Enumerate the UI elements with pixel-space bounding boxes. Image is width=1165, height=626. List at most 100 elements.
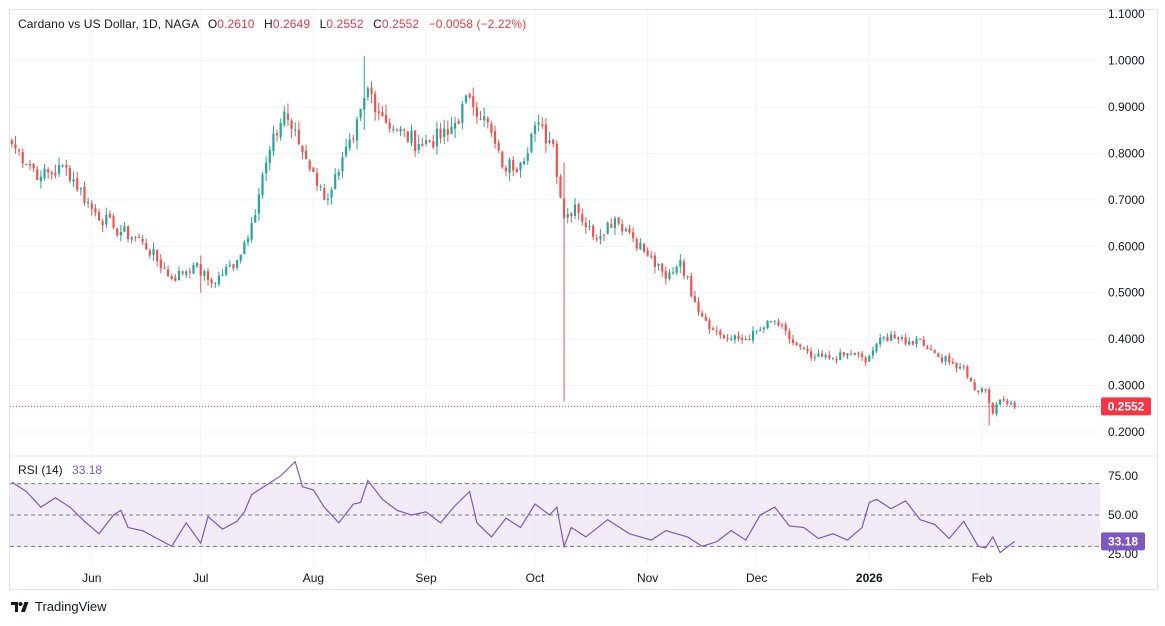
open-label: O <box>207 17 218 31</box>
candle-body <box>846 353 849 356</box>
value-tags: 0.2552 33.18 <box>1101 397 1151 551</box>
candle-body <box>922 339 925 346</box>
candle-body <box>181 271 184 274</box>
candle-body <box>61 165 64 167</box>
candle-body <box>897 337 900 340</box>
candle-body <box>701 313 704 317</box>
candle-body <box>820 353 824 357</box>
candle-body <box>759 329 762 331</box>
candle-body <box>424 140 428 145</box>
time-tick-label: Sep <box>415 571 437 585</box>
candle-body <box>156 249 159 261</box>
price-axis[interactable]: 1.1000 1.0000 0.9000 0.8000 0.7000 0.6000 0.50… <box>1108 7 1145 439</box>
candle-body <box>933 350 936 354</box>
candle-body <box>671 272 675 274</box>
price-tick-label: 0.3000 <box>1108 379 1145 393</box>
candle-body <box>468 94 471 98</box>
candle-body <box>857 352 860 355</box>
candle-body <box>512 160 515 171</box>
candle-body <box>290 120 293 130</box>
candle-body <box>966 366 969 378</box>
candle-body <box>239 254 242 261</box>
candle-body <box>97 212 101 221</box>
candle-body <box>374 93 377 113</box>
candle-body <box>116 228 119 236</box>
candle-body <box>552 139 555 145</box>
candle-body <box>697 301 700 313</box>
candle-body <box>352 138 355 140</box>
candle-body <box>766 321 769 329</box>
time-tick-label: 2026 <box>856 571 883 585</box>
rsi-line <box>11 460 1015 554</box>
candle-body <box>926 346 929 349</box>
time-tick-label: Oct <box>526 571 545 585</box>
high-label: H <box>264 17 273 31</box>
candle-body <box>344 147 348 156</box>
candle-body <box>810 351 813 358</box>
price-tick-label: 0.8000 <box>1108 146 1145 160</box>
candle-body <box>730 338 733 340</box>
candle-body <box>388 122 391 129</box>
candle-body <box>330 189 333 198</box>
candle-body <box>733 335 736 340</box>
candle-body <box>850 353 853 355</box>
candle-body <box>341 157 344 172</box>
candle-body <box>174 277 177 281</box>
candle-body <box>621 223 624 232</box>
candle-body <box>76 178 79 190</box>
rsi-title[interactable]: RSI (14) <box>18 463 63 477</box>
candle-body <box>737 335 740 339</box>
candle-body <box>475 107 478 117</box>
symbol-title[interactable]: Cardano vs US Dollar, 1D, NAGA <box>18 17 199 31</box>
candle-body <box>130 237 133 240</box>
candle-body <box>65 165 68 168</box>
candle-body <box>566 213 569 218</box>
candle-body <box>221 274 224 276</box>
candle-body <box>955 363 958 369</box>
candle-body <box>83 186 86 203</box>
candle-body <box>940 357 944 362</box>
candle-body <box>523 161 526 165</box>
candle-body <box>392 128 395 131</box>
candle-body <box>377 111 380 113</box>
candle-body <box>915 338 918 345</box>
candle-body <box>668 272 671 280</box>
candle-body <box>28 164 32 166</box>
candle-body <box>530 134 533 152</box>
candle-body <box>929 348 933 350</box>
candle-body <box>337 171 340 176</box>
candle-body <box>686 276 689 278</box>
candle-body <box>722 335 726 338</box>
candle-body <box>817 353 820 357</box>
candle-body <box>250 223 253 240</box>
rsi-axis[interactable]: 75.00 50.00 25.00 <box>1108 469 1138 561</box>
candle-body <box>562 198 566 219</box>
candle-body <box>875 343 878 352</box>
candle-body <box>294 129 297 131</box>
candle-body <box>991 403 994 414</box>
candle-body <box>944 356 947 362</box>
candle-body <box>577 204 580 214</box>
candle-body <box>708 320 711 330</box>
candle-body <box>599 235 602 240</box>
candle-body <box>1009 402 1013 405</box>
candle-body <box>831 357 835 359</box>
time-axis[interactable]: Jun Jul Aug Sep Oct Nov Dec 2026 Feb <box>82 571 993 585</box>
candle-body <box>501 151 504 168</box>
candle-body <box>268 149 271 163</box>
candle-body <box>235 260 239 268</box>
last-price-tag-bg <box>1101 397 1151 416</box>
candle-body <box>301 145 304 152</box>
footer-brand[interactable]: TradingView <box>10 599 107 614</box>
candle-body <box>726 338 729 340</box>
candle-body <box>435 128 439 147</box>
candle-body <box>919 338 922 340</box>
candle-body <box>904 337 907 344</box>
rsi-legend: RSI (14) 33.18 <box>18 463 102 477</box>
rsi-tick-label: 50.00 <box>1108 508 1138 522</box>
candle-body <box>613 218 617 228</box>
candle-body <box>159 259 162 269</box>
candle-body <box>395 129 399 131</box>
candle-body <box>410 130 413 144</box>
